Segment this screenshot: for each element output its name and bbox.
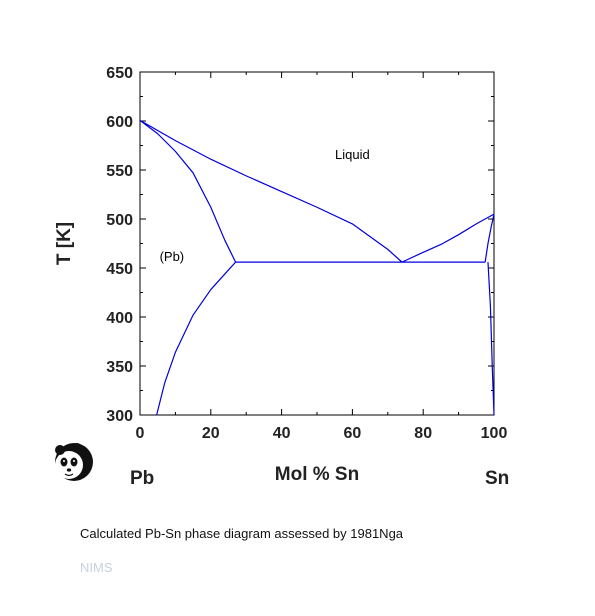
x-axis-label: Mol % Sn	[275, 464, 359, 485]
y-tick-label: 450	[106, 261, 133, 278]
y-tick-label: 500	[106, 212, 133, 229]
y-tick-label: 350	[106, 359, 133, 376]
y-tick-label: 400	[106, 310, 133, 327]
plot-frame	[139, 71, 495, 416]
phase-boundary-line	[401, 213, 495, 263]
phase-boundaries	[139, 119, 495, 416]
panda-icon	[55, 443, 93, 481]
x-tick-label: 60	[344, 425, 362, 442]
x-tick-label: 40	[273, 425, 291, 442]
region-label: Liquid	[335, 147, 370, 162]
x-tick-label: 100	[481, 425, 508, 442]
y-tick-label: 300	[106, 408, 133, 425]
axes: 0 20 40 60 80 100 300 350 400 450 500 550 600 650	[106, 65, 507, 442]
region-label: (Pb)	[160, 249, 185, 264]
y-tick-label: 550	[106, 163, 133, 180]
y-tick-label: 600	[106, 114, 133, 131]
x-tick-label: 0	[136, 425, 145, 442]
y-tick-label: 650	[106, 65, 133, 82]
x-tick-label: 20	[202, 425, 220, 442]
phase-boundary-line	[484, 213, 495, 263]
phase-boundary-line	[487, 262, 495, 416]
caption: Calculated Pb-Sn phase diagram assessed …	[80, 526, 404, 541]
labels: Mol % Sn T [K] Pb Sn Liquid (Pb)	[54, 147, 509, 489]
credit: NIMS	[80, 560, 113, 575]
y-axis-label: T [K]	[54, 222, 75, 265]
end-label-right: Sn	[485, 468, 509, 489]
x-tick-label: 80	[414, 425, 432, 442]
phase-boundary-line	[139, 119, 403, 263]
phase-boundary-line	[139, 119, 237, 263]
phase-boundary-line	[156, 261, 237, 416]
end-label-left: Pb	[130, 468, 154, 489]
